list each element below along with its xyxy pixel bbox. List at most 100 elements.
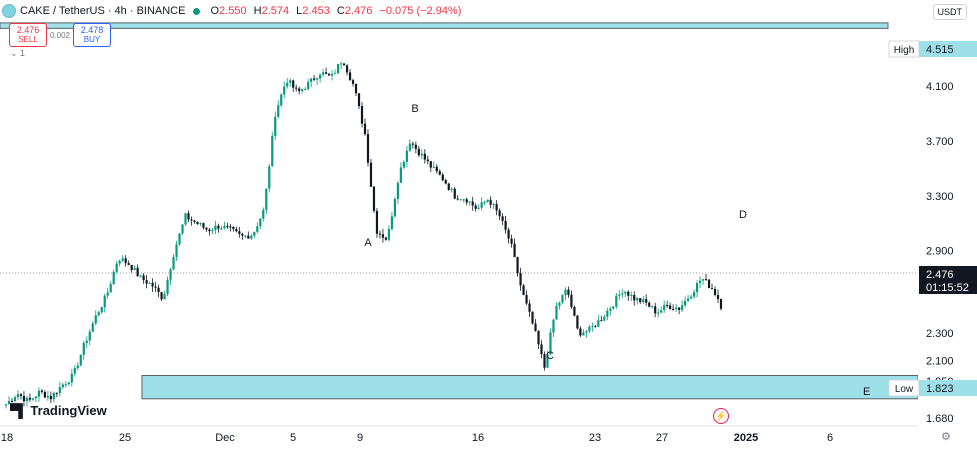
candle-body	[366, 134, 370, 163]
x-tick-label: 27	[656, 432, 668, 444]
candle-body	[492, 204, 495, 206]
candle-body	[396, 182, 400, 199]
candle	[360, 102, 364, 128]
candle-body	[684, 300, 687, 306]
zone-value-box	[919, 380, 977, 396]
candle	[369, 158, 373, 187]
candle	[522, 283, 525, 296]
x-tick-label: 5	[290, 432, 296, 444]
candle-body	[707, 279, 711, 289]
candle	[618, 290, 621, 300]
spread-value: 0.002	[49, 30, 71, 40]
candle	[58, 381, 61, 397]
candle-body	[719, 299, 723, 309]
candle-body	[28, 397, 32, 400]
zone-name-label: High	[894, 45, 915, 56]
candle	[669, 302, 672, 310]
candle-body	[704, 279, 708, 281]
zone-name-label: Low	[895, 384, 914, 395]
candle-body	[61, 384, 64, 388]
wave-label-b: B	[411, 103, 418, 115]
x-tick-label: 16	[472, 432, 484, 444]
candle-body	[190, 219, 193, 221]
candle	[289, 78, 292, 88]
candle	[456, 194, 459, 201]
candle-body	[489, 199, 492, 205]
candle-body	[330, 73, 334, 76]
candle-body	[582, 332, 585, 336]
sell-button[interactable]: 2.476 SELL	[9, 23, 47, 47]
x-tick-label: 23	[589, 432, 601, 444]
x-tick-label: 6	[827, 432, 833, 444]
buy-button[interactable]: 2.478 BUY	[73, 23, 111, 47]
candle-body	[363, 123, 367, 135]
candle	[76, 362, 79, 371]
candle-body	[432, 166, 435, 168]
candle	[118, 259, 121, 267]
candle	[465, 197, 468, 206]
candle	[528, 299, 531, 317]
candle-body	[142, 275, 145, 281]
candle-body	[339, 63, 343, 65]
indicator-toggle[interactable]: ⌄ 1	[10, 48, 26, 58]
tradingview-brand: TradingView	[30, 403, 107, 418]
y-tick-label: 3.300	[926, 191, 954, 203]
candle-body	[591, 326, 594, 328]
candle-body	[196, 221, 199, 225]
candle-body	[127, 263, 130, 265]
candle-body	[495, 204, 498, 211]
candle-body	[405, 150, 408, 163]
candle-body	[52, 392, 55, 400]
candle-body	[522, 285, 525, 295]
candle	[199, 222, 202, 226]
wave-label-d: D	[739, 209, 747, 221]
candle-body	[118, 260, 121, 264]
candle-body	[447, 183, 450, 190]
candle	[247, 231, 250, 239]
candle	[115, 260, 118, 274]
zone-high	[0, 22, 889, 29]
candle-body	[462, 199, 465, 201]
candle	[310, 78, 313, 88]
candle-body	[375, 210, 379, 234]
candle-body	[172, 256, 175, 270]
candle-body	[217, 225, 220, 229]
settings-gear-icon[interactable]: ⚙	[941, 431, 951, 443]
candle-body	[651, 306, 654, 308]
candle	[49, 391, 52, 404]
candle-body	[265, 188, 268, 210]
candle	[686, 295, 690, 303]
candle	[265, 188, 268, 215]
candle-body	[695, 282, 699, 293]
candle-body	[698, 280, 702, 283]
lightning-icon[interactable]: ⚡	[713, 408, 729, 424]
currency-selector[interactable]: USDT	[932, 4, 967, 20]
candle	[22, 391, 26, 407]
candle	[423, 149, 426, 164]
symbol-title[interactable]: CAKE / TetherUS · 4h · BINANCE	[20, 5, 186, 17]
candle-body	[624, 291, 627, 294]
candle-body	[456, 198, 459, 200]
candle-body	[286, 82, 289, 87]
candle	[402, 160, 405, 170]
candle-body	[360, 106, 364, 124]
candle-body	[657, 312, 660, 314]
candle	[420, 149, 423, 160]
y-tick-label: 2.900	[926, 246, 954, 258]
candle	[366, 129, 370, 167]
candle-body	[307, 81, 310, 90]
candle-body	[244, 235, 247, 237]
candle	[372, 186, 376, 213]
candle	[187, 210, 190, 223]
candle	[689, 294, 693, 300]
tradingview-mark-icon: ▀▌	[10, 403, 27, 418]
candle-body	[232, 226, 235, 229]
tradingview-logo[interactable]: ▀▌ TradingView	[10, 403, 107, 418]
candle-body	[70, 373, 73, 383]
candle	[25, 395, 29, 407]
candle	[555, 302, 558, 320]
candle	[636, 297, 639, 305]
candle	[55, 392, 58, 398]
candle	[319, 73, 322, 83]
